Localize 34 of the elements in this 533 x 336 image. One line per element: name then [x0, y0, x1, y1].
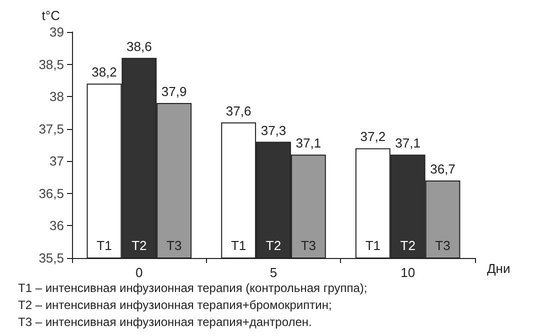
series-label: T1 [96, 238, 112, 253]
y-tick-label: 36,5 [38, 186, 64, 201]
text: T2 [400, 238, 416, 253]
data-label: 37,6 [226, 103, 252, 118]
text: T1 [230, 238, 246, 253]
data-label: 38,2 [92, 64, 117, 80]
data-label: 37,2 [360, 129, 386, 144]
x-axis-title: Дни [487, 261, 510, 276]
y-tick-label: 37,5 [38, 121, 64, 136]
text: T3 [300, 238, 316, 253]
text: T3 [435, 238, 450, 253]
y-tick-label: 38 [50, 89, 64, 104]
text: T3 – интенсивная инфузионная терапия+дантролен. [18, 315, 312, 329]
x-tick-label: 5 [270, 265, 278, 280]
text: T2 [266, 238, 282, 253]
data-label: 38,6 [126, 38, 152, 54]
y-tick-label: 38,5 [38, 56, 64, 72]
y-tick-label: 39 [50, 24, 64, 40]
y-axis-title: t°C [42, 8, 60, 23]
data-label: 37,1 [395, 136, 420, 151]
series-label: T2 [132, 238, 147, 253]
data-label: 36,7 [430, 162, 456, 177]
text: T1 [365, 238, 380, 253]
y-tick-label: 37 [50, 154, 64, 169]
text: T1 – интенсивная инфузионная терапия (контрольная группа); [18, 281, 368, 295]
data-label: 37,9 [161, 84, 187, 100]
series-label: T3 [166, 238, 182, 253]
data-label: 37,1 [296, 136, 322, 151]
x-tick-label: 10 [400, 265, 416, 280]
y-tick-label: 35,5 [38, 250, 64, 266]
data-label: 37,3 [260, 122, 286, 138]
x-tick-label: 0 [136, 265, 143, 280]
y-tick-label: 36 [50, 218, 64, 234]
text: T2 – интенсивная инфузионная терапия+бромокриптин; [18, 298, 332, 312]
